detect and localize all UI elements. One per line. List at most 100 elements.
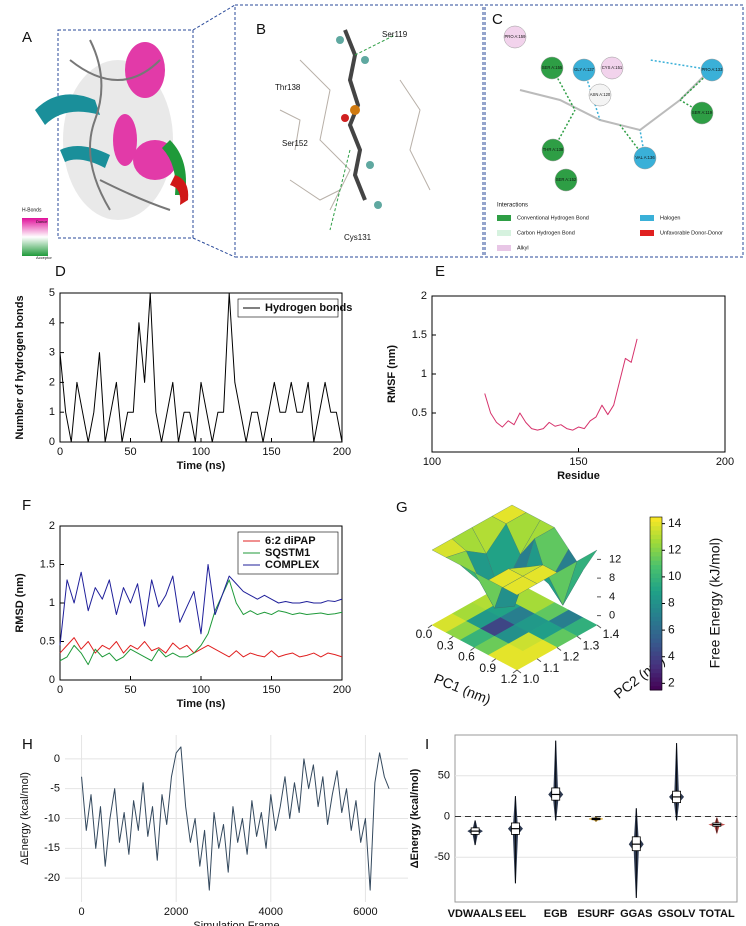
colorbar-segment <box>650 590 662 596</box>
colorbar-segment <box>650 646 662 652</box>
legend-swatch <box>497 230 511 236</box>
x-tick-label: 4000 <box>259 906 283 918</box>
y-tick-label: 0.5 <box>412 407 427 419</box>
x-tick-label: GSOLV <box>658 908 696 920</box>
colorbar-tick-label: 14 <box>668 516 682 530</box>
x-tick-label: 6000 <box>353 906 377 918</box>
residue-label: ASN A:120 <box>590 92 611 97</box>
x-tick-label: EEL <box>505 908 527 920</box>
residue-label: Ser119 <box>382 30 408 39</box>
residue-node <box>633 146 657 170</box>
x-tick-label: 200 <box>333 446 351 458</box>
y-axis-label: RMSD (nm) <box>14 573 26 633</box>
x-axis-label: Residue <box>557 470 600 482</box>
x-tick-label: 200 <box>716 456 734 468</box>
tick-mark <box>427 624 433 629</box>
legend-swatch <box>640 215 654 221</box>
tick-mark <box>491 658 497 663</box>
colorbar-segment <box>650 517 662 522</box>
x-tick-label: 2000 <box>164 906 188 918</box>
z-tick-label: 4 <box>609 591 615 603</box>
colorbar-segment <box>650 573 662 579</box>
panel-label: E <box>435 263 445 280</box>
legend-swatch <box>497 215 511 221</box>
x-tick-label: TOTAL <box>699 908 735 920</box>
tick-mark <box>596 624 602 629</box>
y-tick-label: 1 <box>421 368 427 380</box>
colorbar-segment <box>650 655 662 661</box>
colorbar-segment <box>650 594 662 600</box>
legend-swatch <box>640 230 654 236</box>
y-tick-label: 1.5 <box>412 329 427 341</box>
residue-node <box>690 101 714 125</box>
legend-box <box>237 298 339 318</box>
panel-label: A <box>22 29 32 46</box>
residue-node <box>588 83 612 107</box>
tick-mark <box>448 635 454 640</box>
data-line <box>59 637 343 658</box>
y-axis-label: RMSF (nm) <box>386 345 398 403</box>
y-tick-label: 0 <box>444 810 450 822</box>
colorbar-tick-label: 8 <box>668 596 675 610</box>
colorbar-segment <box>650 629 662 635</box>
y-tick-label: 4 <box>49 317 55 329</box>
panel-label: B <box>256 21 266 38</box>
panel-frame <box>234 4 484 258</box>
colorbar-tick-label: 4 <box>668 649 675 663</box>
residue-label: PRO A:159 <box>505 34 527 39</box>
y-tick-label: 0 <box>54 753 60 765</box>
panel-a: A H-Bonds Donor Acceptor <box>22 4 236 260</box>
y-tick-label: 3 <box>49 347 55 359</box>
legend-label: Hydrogen bonds <box>265 302 352 314</box>
colorbar-segment <box>650 612 662 617</box>
x-tick-label: 0 <box>78 906 84 918</box>
data-line <box>81 746 390 891</box>
y-tick-label: 0 <box>49 436 55 448</box>
residue-label: SER A:152 <box>556 177 577 182</box>
colorbar-segment <box>650 607 662 613</box>
colorbar-segment <box>650 638 662 643</box>
y-tick-label: 1 <box>49 597 55 609</box>
tick-mark <box>556 647 562 651</box>
x-tick-label: 200 <box>333 684 351 696</box>
residue-label: PRO A:133 <box>702 67 724 72</box>
colorbar-segment <box>650 525 662 531</box>
panel-label: C <box>492 11 503 28</box>
x-tick-label: 150 <box>262 446 280 458</box>
atom <box>366 161 374 169</box>
colorbar-segment <box>650 577 662 583</box>
x-tick-label: 150 <box>262 684 280 696</box>
hbond-surface <box>125 42 165 98</box>
colorbar-segment <box>650 599 662 604</box>
y-tick-label: -10 <box>44 812 60 824</box>
colorbar-segment <box>650 534 662 540</box>
colorbar-segment <box>650 668 662 674</box>
y-axis-label: Number of hydrogen bonds <box>14 295 26 439</box>
x-tick-label: 100 <box>192 684 210 696</box>
x-tick-label: ESURF <box>577 908 615 920</box>
legend-label: Conventional Hydrogen Bond <box>517 215 589 221</box>
x-tick-label: 1.2 <box>501 672 518 686</box>
colorbar-segment <box>650 620 662 626</box>
connector <box>192 4 236 31</box>
backbone <box>69 39 171 211</box>
residue-node <box>600 56 624 80</box>
x-axis-label: PC1 (nm) <box>432 670 494 707</box>
panel-label: I <box>425 736 429 753</box>
colorbar-segment <box>650 685 662 691</box>
y-tick-label: 2 <box>49 520 55 532</box>
atom <box>350 105 360 115</box>
legend-label: 6:2 diPAP <box>265 535 316 547</box>
legend-swatch <box>497 245 511 251</box>
legend-label: Halogen <box>660 215 681 221</box>
x-tick-label: 0.9 <box>479 661 496 675</box>
tick-mark <box>536 658 542 663</box>
colorbar-segment <box>650 542 662 548</box>
plot-frame <box>454 734 738 903</box>
y-axis-label: ΔEnergy (kcal/mol) <box>19 772 31 865</box>
residue-node <box>700 58 724 82</box>
residue-node <box>572 58 596 82</box>
residue-label: THR A:138 <box>543 147 564 152</box>
y-axis-label: ΔEnergy (kcal/mol) <box>409 768 421 868</box>
colorbar-segment <box>650 677 662 682</box>
